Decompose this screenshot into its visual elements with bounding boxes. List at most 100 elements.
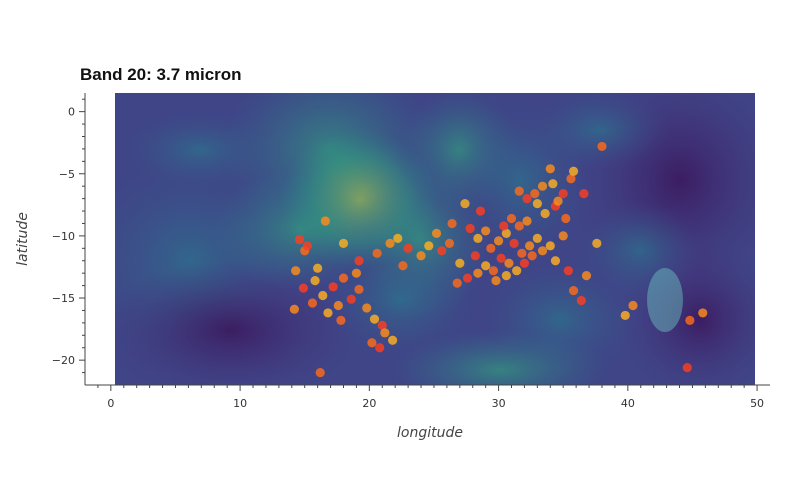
fire-point	[462, 273, 473, 283]
y-tick-label: −20	[52, 354, 75, 367]
fire-point	[377, 320, 387, 330]
fire-point	[566, 174, 576, 184]
fire-point	[431, 228, 442, 239]
fire-point	[491, 276, 501, 286]
x-axis-ticks: 0 10 20 30 40 50	[97, 385, 764, 410]
fire-point	[537, 246, 548, 256]
fire-point	[320, 216, 330, 226]
fire-point	[424, 241, 434, 251]
fire-point	[527, 251, 537, 261]
fire-point	[558, 231, 568, 241]
y-axis: 0 −5 −10 −15 −20	[52, 93, 86, 385]
fire-point	[470, 251, 480, 261]
fire-point	[367, 338, 377, 348]
fire-point	[579, 189, 589, 199]
fire-point	[501, 228, 511, 239]
fire-point	[537, 181, 548, 191]
fire-point	[514, 221, 524, 231]
fire-point	[530, 189, 540, 199]
y-tick-label: −5	[59, 168, 75, 181]
x-tick-label: 40	[621, 397, 635, 410]
fire-point	[385, 238, 395, 248]
x-tick-label: 30	[492, 397, 506, 410]
fire-point	[465, 223, 475, 234]
fire-point	[568, 285, 579, 296]
fire-point	[501, 271, 511, 281]
fire-point	[509, 238, 519, 248]
fire-point	[323, 308, 333, 318]
fire-point	[540, 208, 550, 219]
fire-point	[504, 258, 514, 268]
x-tick-label: 20	[362, 397, 376, 410]
fire-point	[698, 308, 708, 318]
fire-point	[473, 233, 483, 243]
x-tick-label: 0	[107, 397, 114, 410]
fire-point	[525, 241, 535, 251]
fire-point	[682, 363, 692, 373]
fire-point	[351, 268, 362, 278]
fire-point	[460, 198, 470, 209]
fire-point	[452, 278, 462, 288]
fire-point	[307, 298, 318, 308]
fire-point	[336, 315, 346, 325]
fire-point	[388, 335, 398, 345]
fire-point	[294, 235, 305, 245]
fire-point	[558, 189, 568, 199]
x-tick-label: 50	[750, 397, 764, 410]
fire-point	[563, 266, 573, 276]
fire-point	[519, 258, 530, 268]
fire-point	[393, 233, 403, 243]
fire-point	[568, 166, 579, 176]
fire-point	[398, 261, 408, 271]
y-axis-label: latitude	[15, 212, 31, 266]
fire-point	[481, 261, 491, 271]
fire-point	[620, 310, 630, 321]
chart-title: Band 20: 3.7 micron	[80, 65, 242, 84]
y-tick-label: −15	[52, 292, 75, 305]
fire-point	[576, 295, 586, 306]
fire-point	[499, 221, 509, 231]
fire-point	[380, 328, 390, 338]
fire-point	[437, 246, 447, 256]
fire-point	[493, 236, 504, 246]
fire-point	[488, 266, 499, 276]
fire-point	[338, 238, 349, 248]
fire-point	[354, 256, 364, 266]
x-axis: 0 10 20 30 40 50	[85, 384, 770, 410]
fire-point	[291, 266, 301, 276]
fire-point	[486, 243, 496, 253]
fire-point	[592, 238, 602, 248]
fire-point	[455, 258, 465, 268]
fire-point	[548, 179, 558, 189]
fire-point	[444, 238, 455, 248]
fire-point	[517, 248, 527, 258]
y-tick-label: −10	[52, 230, 75, 243]
fire-point	[496, 253, 506, 263]
fire-point	[512, 266, 522, 276]
fire-point	[545, 241, 555, 251]
fire-point	[685, 315, 695, 325]
fire-point	[628, 300, 638, 311]
fire-point	[375, 343, 385, 353]
fire-point	[550, 256, 561, 266]
fire-point	[313, 263, 323, 273]
fire-point	[289, 304, 299, 314]
fire-point	[346, 294, 356, 304]
x-tick-label: 10	[233, 397, 247, 410]
fire-point	[315, 367, 325, 378]
fire-point	[447, 218, 457, 229]
fire-point	[553, 196, 563, 206]
fire-point	[581, 271, 592, 281]
fire-point	[354, 284, 364, 294]
fire-point	[532, 233, 542, 243]
fire-point	[403, 243, 413, 253]
fire-point	[561, 213, 571, 224]
fire-point	[416, 251, 426, 261]
fire-point	[532, 198, 542, 209]
fire-point	[473, 268, 483, 278]
fire-point	[372, 248, 382, 258]
y-axis-ticks: 0 −5 −10 −15 −20	[52, 98, 85, 374]
fire-point	[318, 290, 328, 301]
fire-point	[522, 216, 532, 226]
